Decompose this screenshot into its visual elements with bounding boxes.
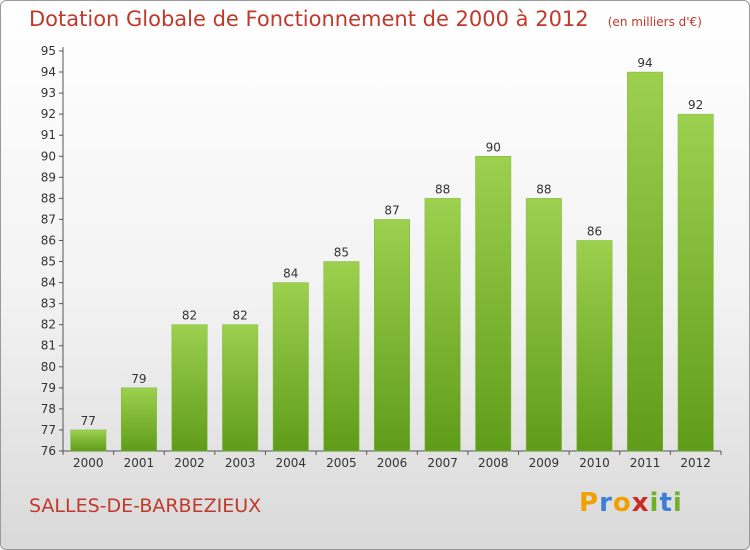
bar-2003 (222, 324, 259, 452)
x-tick-label: 2010 (579, 456, 610, 470)
bar-2004 (272, 282, 309, 452)
bar-value-label: 77 (81, 414, 96, 428)
y-tick-label: 83 (41, 297, 56, 311)
bar-2006 (374, 219, 410, 452)
chart-unit: (en milliers d'€) (607, 15, 702, 29)
y-tick-label: 76 (41, 444, 56, 458)
x-tick-label: 2004 (275, 456, 306, 470)
bar-value-label: 84 (283, 267, 298, 281)
y-tick-label: 78 (41, 402, 56, 416)
bar-2008 (475, 156, 512, 452)
bar-2010 (576, 240, 613, 452)
bar-value-label: 88 (435, 182, 450, 196)
bar-2012 (677, 113, 714, 452)
y-tick-label: 85 (41, 255, 56, 269)
y-tick-label: 84 (41, 276, 56, 290)
bar-value-label: 94 (637, 56, 652, 70)
x-tick-label: 2006 (377, 456, 408, 470)
bar-value-label: 92 (688, 98, 703, 112)
axes: 76 77 78 79 80 81 82 83 84 85 86 87 88 89 90 91 92 93 94 95 (41, 44, 722, 458)
x-tick-label: 2008 (478, 456, 509, 470)
x-tick-label: 2001 (124, 456, 155, 470)
bar-value-label: 86 (587, 224, 602, 238)
y-tick-label: 93 (41, 86, 56, 100)
y-tick-label: 81 (41, 339, 56, 353)
bar-value-label: 82 (233, 309, 248, 323)
y-tick-label: 95 (41, 44, 56, 58)
bar-2011 (627, 71, 664, 452)
bar-value-label: 82 (182, 309, 197, 323)
y-tick-label: 77 (41, 423, 56, 437)
bar-2007 (424, 198, 461, 452)
y-tick-label: 86 (41, 233, 56, 247)
x-tick-label: 2002 (174, 456, 205, 470)
bar-2009 (525, 198, 562, 452)
bars (70, 71, 714, 452)
x-tick-label: 2011 (630, 456, 661, 470)
x-tick-label: 2000 (73, 456, 104, 470)
chart-title: Dotation Globale de Fonctionnement de 20… (29, 7, 589, 31)
x-tick-label: 2003 (225, 456, 256, 470)
x-tick-label: 2012 (680, 456, 711, 470)
y-tick-label: 89 (41, 170, 56, 184)
y-tick-label: 87 (41, 212, 56, 226)
y-tick-label: 91 (41, 128, 56, 142)
y-tick-label: 88 (41, 191, 56, 205)
x-tick-label: 2009 (529, 456, 560, 470)
proxiti-logo: Proxiti (579, 488, 683, 518)
bar-2005 (323, 261, 360, 452)
y-tick-label: 79 (41, 381, 56, 395)
y-tick-label: 90 (41, 149, 56, 163)
labels: 77 2000 79 2001 82 2002 82 2003 84 2004 85 2005 87 20… (73, 56, 711, 470)
y-tick-label: 94 (41, 65, 56, 79)
y-tick-label: 80 (41, 360, 56, 374)
bar-value-label: 85 (334, 246, 349, 260)
bar-2001 (120, 387, 157, 452)
bar-value-label: 79 (131, 372, 146, 386)
bar-value-label: 90 (486, 140, 501, 154)
x-tick-label: 2005 (326, 456, 357, 470)
y-tick-label: 92 (41, 107, 56, 121)
y-tick-label: 82 (41, 318, 56, 332)
bar-value-label: 88 (536, 182, 551, 196)
bar-2002 (171, 324, 208, 452)
commune-name: SALLES-DE-BARBEZIEUX (29, 495, 262, 517)
bar-value-label: 87 (384, 203, 399, 217)
chart-title-block: Dotation Globale de Fonctionnement de 20… (29, 7, 702, 31)
x-tick-label: 2007 (427, 456, 458, 470)
bar-2000 (70, 429, 107, 452)
